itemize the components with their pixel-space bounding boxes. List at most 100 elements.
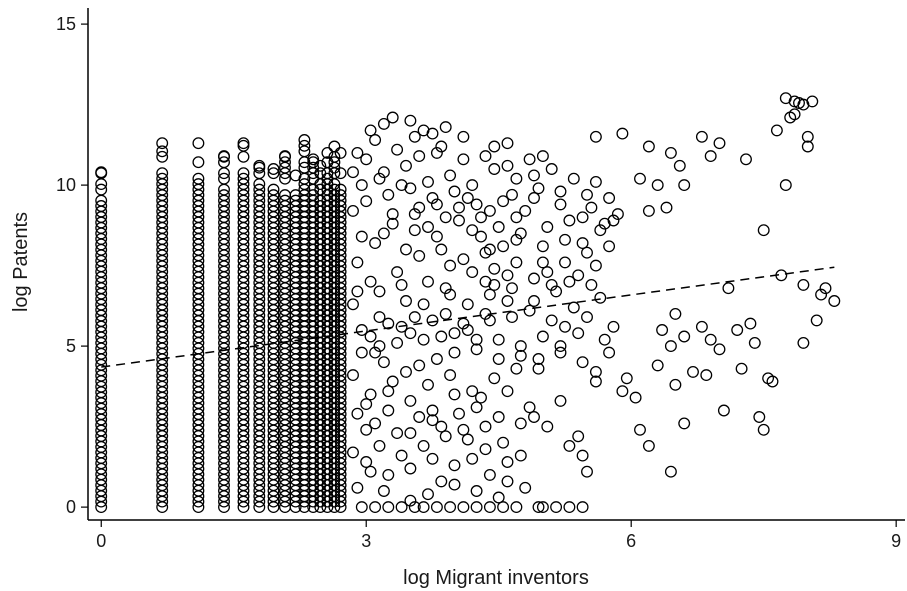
data-point (470, 501, 483, 514)
data-point (156, 137, 169, 150)
data-point (400, 295, 412, 307)
data-point (95, 200, 108, 212)
data-point (422, 275, 434, 288)
data-point (404, 494, 417, 507)
data-point (237, 167, 250, 180)
data-point (603, 240, 616, 253)
data-point (607, 320, 620, 333)
data-point (501, 456, 514, 468)
data-point (400, 159, 412, 172)
data-point (664, 340, 677, 353)
x-ticks: 0 3 6 9 (96, 520, 901, 551)
data-point (550, 285, 563, 298)
data-point (483, 468, 496, 481)
data-point (744, 317, 757, 330)
data-point (713, 343, 726, 356)
data-point (501, 295, 514, 307)
data-point (237, 150, 250, 163)
data-point (307, 153, 320, 166)
data-point (457, 423, 470, 436)
y-tick-label: 0 (66, 497, 76, 517)
data-point (466, 266, 479, 279)
data-point (483, 204, 496, 217)
data-point (479, 443, 492, 456)
data-point (435, 243, 448, 256)
data-point (510, 256, 523, 269)
data-point (536, 330, 549, 343)
data-point (355, 346, 368, 359)
data-point (413, 201, 426, 214)
data-point (444, 369, 457, 382)
data-point (532, 362, 545, 375)
data-point (192, 137, 205, 150)
data-point (475, 230, 487, 243)
data-point (395, 278, 408, 291)
data-point (404, 427, 417, 440)
data-point (541, 266, 554, 279)
data-point (532, 353, 545, 365)
data-point (479, 420, 492, 433)
data-point (377, 227, 390, 240)
data-point (448, 388, 461, 401)
x-tick-label: 6 (626, 531, 636, 551)
data-point (506, 311, 518, 324)
data-point (678, 179, 691, 192)
data-point (391, 266, 404, 279)
data-point (386, 111, 399, 124)
data-point (585, 201, 598, 214)
data-point (497, 195, 510, 208)
data-point (492, 411, 505, 423)
data-point (218, 156, 230, 169)
data-point (373, 439, 386, 452)
data-point (267, 189, 280, 202)
x-tick-label: 0 (96, 531, 106, 551)
data-point (545, 163, 558, 175)
data-point (347, 369, 359, 382)
data-point (563, 439, 576, 452)
data-point (514, 417, 527, 430)
data-point (572, 269, 585, 282)
data-point (430, 501, 443, 514)
data-point (360, 456, 373, 468)
data-point (497, 436, 510, 449)
data-point (536, 150, 549, 163)
data-point (545, 278, 558, 291)
data-point (298, 161, 311, 174)
data-point (253, 167, 266, 180)
data-point (298, 134, 311, 146)
data-point (620, 372, 633, 385)
data-point (408, 224, 421, 237)
data-point (479, 275, 492, 288)
data-point (347, 166, 359, 179)
data-point (528, 192, 540, 204)
data-point (563, 214, 576, 227)
data-point (448, 346, 461, 359)
data-point (289, 194, 302, 207)
data-point (404, 462, 417, 475)
x-tick-label: 3 (361, 531, 371, 551)
data-point (426, 127, 439, 140)
data-point (422, 488, 434, 501)
data-point (466, 452, 479, 465)
data-point (314, 159, 327, 172)
data-point (386, 217, 399, 230)
data-point (616, 385, 629, 398)
data-point (435, 330, 448, 343)
data-point (408, 130, 421, 143)
data-point (391, 336, 404, 349)
data-point (334, 167, 347, 180)
data-point (545, 314, 558, 327)
data-point (373, 285, 386, 298)
data-point (355, 230, 368, 243)
data-point (448, 459, 461, 472)
data-point (328, 140, 341, 153)
data-point (267, 183, 280, 196)
data-point (492, 353, 505, 365)
data-point (523, 304, 536, 317)
data-point (360, 195, 373, 208)
data-point (373, 340, 386, 353)
data-point (589, 375, 602, 388)
data-point (554, 198, 567, 211)
data-point (576, 501, 589, 514)
data-point (554, 340, 567, 353)
